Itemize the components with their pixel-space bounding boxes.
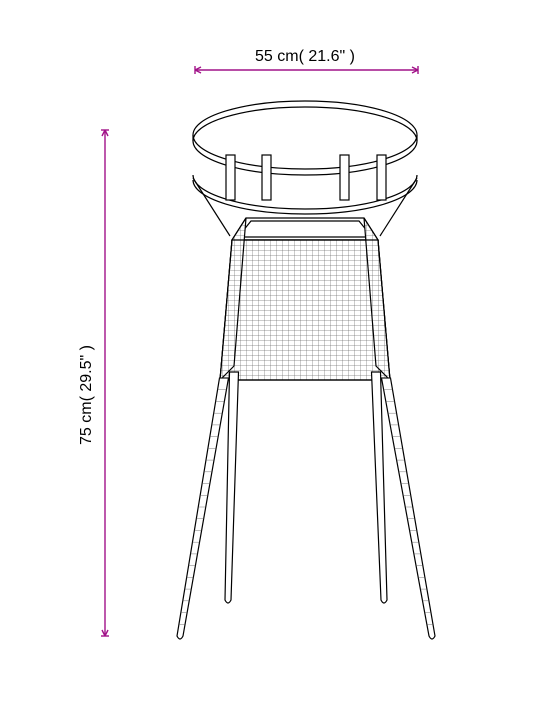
dimension-height-label: 75 cm( 29.5" )	[78, 345, 96, 445]
diagram-canvas: 55 cm( 21.6" ) 75 cm( 29.5" )	[0, 0, 540, 720]
dimension-width-label: 55 cm( 21.6" )	[255, 48, 355, 66]
